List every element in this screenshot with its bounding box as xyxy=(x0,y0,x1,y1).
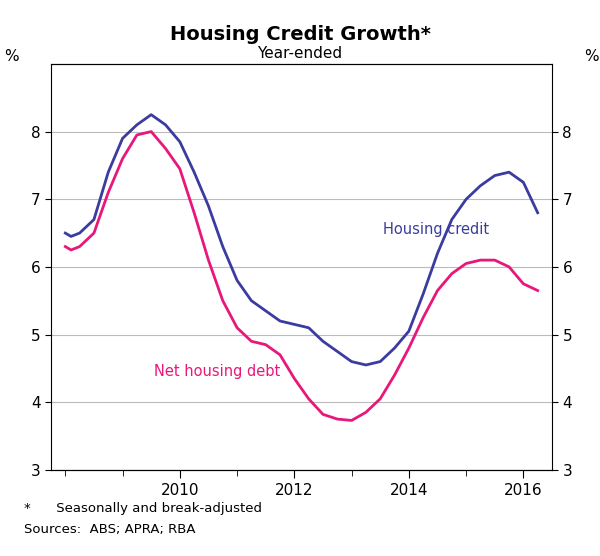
Text: Housing credit: Housing credit xyxy=(383,222,489,237)
Text: Year-ended: Year-ended xyxy=(257,46,343,61)
Text: *      Seasonally and break-adjusted: * Seasonally and break-adjusted xyxy=(24,502,262,515)
Text: Net housing debt: Net housing debt xyxy=(154,364,280,379)
Text: %: % xyxy=(584,49,599,64)
Text: Sources:  ABS; APRA; RBA: Sources: ABS; APRA; RBA xyxy=(24,523,196,536)
Text: Housing Credit Growth*: Housing Credit Growth* xyxy=(170,25,430,44)
Text: %: % xyxy=(4,49,19,64)
